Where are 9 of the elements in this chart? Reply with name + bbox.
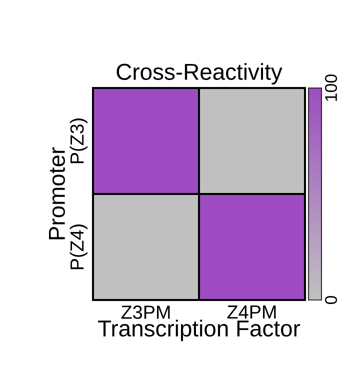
x-tick-label: Z3PM: [121, 306, 170, 319]
color-bar-label: 100: [325, 74, 338, 101]
x-tick-label: Z4PM: [227, 306, 276, 319]
color-bar-label: 0: [325, 296, 338, 304]
y-axis-title: Promoter: [49, 147, 65, 240]
x-axis-title: Transcription Factor: [98, 320, 300, 342]
chart-title: Cross-Reactivity: [116, 63, 282, 84]
y-tick-label: P(Z4): [70, 224, 88, 270]
y-tick-label: P(Z3): [70, 118, 88, 164]
